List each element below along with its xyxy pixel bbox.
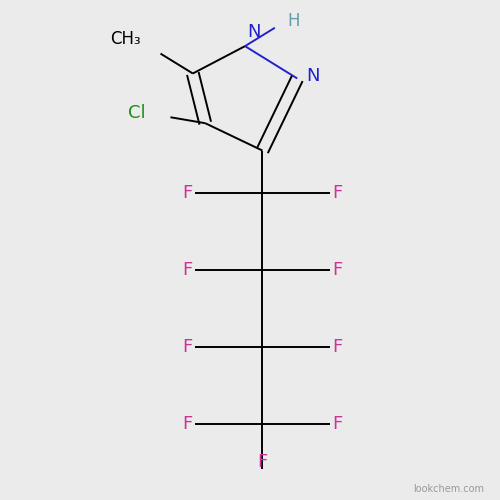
Text: F: F [332,261,342,279]
Text: N: N [248,23,261,41]
Text: F: F [332,184,342,202]
Text: lookchem.com: lookchem.com [412,484,484,494]
Text: CH₃: CH₃ [110,30,140,48]
Text: F: F [182,184,193,202]
Text: N: N [306,67,320,85]
Text: F: F [332,415,342,433]
Text: F: F [332,338,342,356]
Text: F: F [182,415,193,433]
Text: F: F [258,454,268,471]
Text: F: F [182,338,193,356]
Text: Cl: Cl [128,104,146,122]
Text: F: F [182,261,193,279]
Text: H: H [288,12,300,30]
